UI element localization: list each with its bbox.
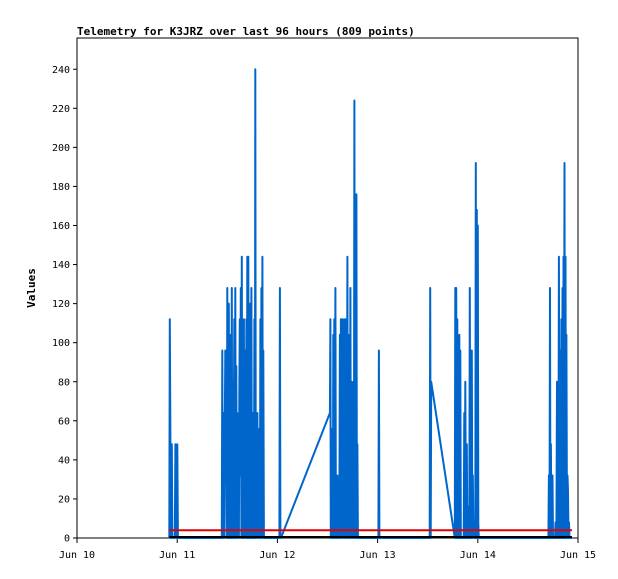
y-tick-label: 240	[52, 65, 70, 76]
x-tick-label: Jun 12	[259, 550, 295, 561]
y-tick-label: 180	[52, 182, 70, 193]
y-tick-label: 0	[64, 534, 70, 545]
x-axis: Jun 10 Jun 11 Jun 12 Jun 13 Jun 14 Jun 15	[59, 538, 596, 561]
y-tick-label: 80	[58, 377, 70, 388]
y-tick-label: 60	[58, 416, 70, 427]
x-tick-label: Jun 14	[460, 550, 496, 561]
y-axis-label: Values	[25, 268, 38, 308]
x-tick-label: Jun 13	[360, 550, 396, 561]
x-tick-label: Jun 15	[560, 550, 596, 561]
y-tick-label: 200	[52, 143, 70, 154]
y-tick-label: 100	[52, 338, 70, 349]
plot-area	[76, 37, 579, 539]
y-tick-label: 120	[52, 299, 70, 310]
y-tick-label: 140	[52, 260, 70, 271]
x-tick-label: Jun 10	[59, 550, 95, 561]
y-tick-label: 220	[52, 104, 70, 115]
y-tick-label: 160	[52, 221, 70, 232]
y-tick-label: 40	[58, 455, 70, 466]
y-tick-label: 20	[58, 494, 70, 505]
y-axis: 0 20 40 60 80 100 120 140 160 180 200 220 240	[52, 65, 77, 545]
chart-title: Telemetry for K3JRZ over last 96 hours (…	[77, 25, 415, 38]
series-layer	[168, 68, 573, 539]
x-tick-label: Jun 11	[159, 550, 195, 561]
